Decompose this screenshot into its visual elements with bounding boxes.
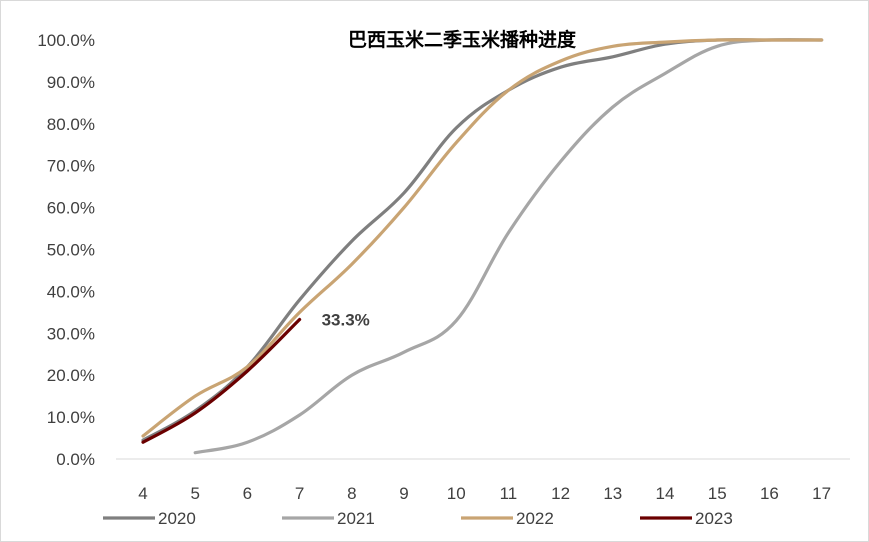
- x-tick-label: 17: [812, 484, 831, 503]
- annotations: 33.3%: [322, 310, 370, 329]
- legend-label-2023: 2023: [695, 509, 733, 528]
- x-tick-label: 9: [399, 484, 408, 503]
- chart-title: 巴西玉米二季玉米播种进度: [348, 28, 577, 51]
- series-line-2021: [193, 37, 824, 455]
- y-tick-label: 50.0%: [47, 241, 95, 260]
- x-tick-label: 6: [243, 484, 252, 503]
- x-tick-label: 7: [295, 484, 304, 503]
- x-tick-label: 13: [603, 484, 622, 503]
- legend: 2020 2021 2022 2023: [103, 509, 733, 528]
- y-axis-ticks: 0.0% 10.0% 20.0% 30.0% 40.0% 50.0% 60.0% 70.0% 8…: [37, 31, 95, 469]
- y-tick-label: 10.0%: [47, 408, 95, 427]
- legend-label-2021: 2021: [337, 509, 375, 528]
- x-tick-label: 11: [500, 484, 518, 503]
- legend-label-2022: 2022: [516, 509, 554, 528]
- series-lines: [141, 37, 824, 455]
- y-tick-label: 80.0%: [47, 115, 95, 134]
- series-line-2022: [141, 38, 824, 438]
- x-tick-label: 15: [708, 484, 727, 503]
- y-tick-label: 90.0%: [47, 73, 95, 92]
- y-tick-label: 60.0%: [47, 199, 95, 218]
- x-axis-ticks: 4 5 6 7 8 9 10 11 12 13 14 15 16 17: [138, 484, 831, 503]
- series-line-2023: [141, 317, 302, 444]
- y-tick-label: 0.0%: [56, 450, 95, 469]
- x-tick-label: 16: [760, 484, 779, 503]
- y-tick-label: 40.0%: [47, 282, 95, 301]
- series-line-2020: [141, 38, 824, 442]
- y-tick-label: 100.0%: [37, 31, 95, 50]
- x-tick-label: 4: [138, 484, 147, 503]
- y-tick-label: 30.0%: [47, 324, 95, 343]
- y-tick-label: 20.0%: [47, 366, 95, 385]
- data-label: 33.3%: [322, 310, 370, 329]
- x-tick-label: 12: [551, 484, 570, 503]
- x-tick-label: 8: [347, 484, 356, 503]
- x-tick-label: 14: [656, 484, 675, 503]
- x-tick-label: 10: [447, 484, 466, 503]
- y-tick-label: 70.0%: [47, 157, 95, 176]
- x-tick-label: 5: [190, 484, 199, 503]
- legend-label-2020: 2020: [158, 509, 196, 528]
